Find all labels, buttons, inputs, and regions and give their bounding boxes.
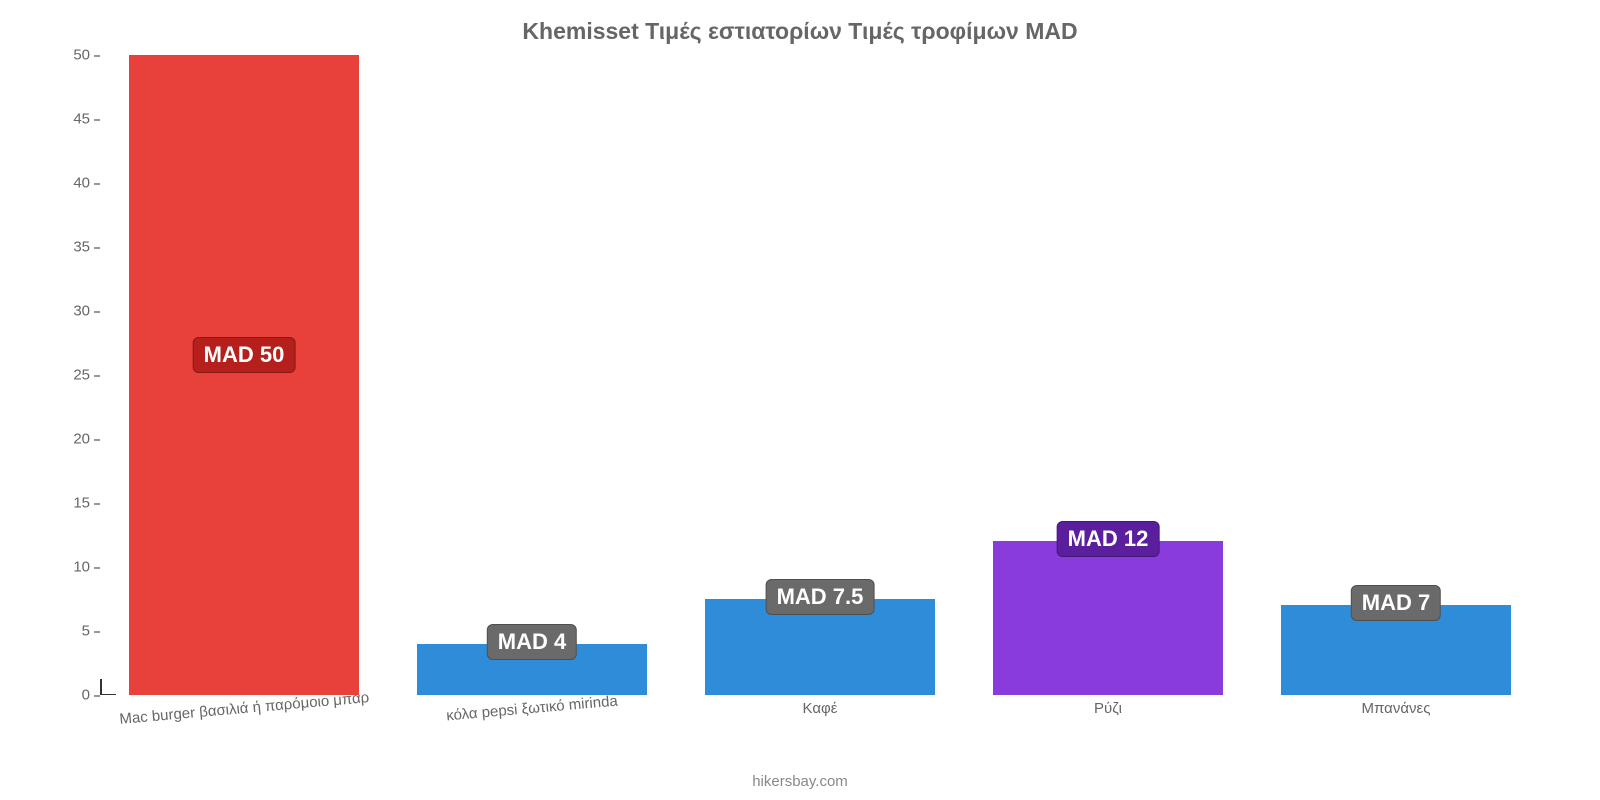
bar: MAD 50	[129, 55, 359, 695]
y-tick: 30	[73, 303, 94, 320]
y-tick-label: 30	[73, 303, 94, 320]
bar: MAD 7.5	[705, 599, 935, 695]
y-tick-label: 35	[73, 239, 94, 256]
x-label-slot: Μπανάνες	[1252, 700, 1540, 717]
y-tick: 45	[73, 111, 94, 128]
y-tick: 0	[82, 687, 94, 704]
y-tick: 5	[82, 623, 94, 640]
data-label: MAD 4	[487, 624, 577, 660]
plot-area: 05101520253035404550 MAD 50MAD 4MAD 7.5M…	[100, 55, 1540, 695]
y-tick: 35	[73, 239, 94, 256]
x-axis-label: Καφέ	[803, 700, 838, 717]
bar-slot: MAD 4	[388, 55, 676, 695]
x-label-slot: Καφέ	[676, 700, 964, 717]
bar: MAD 12	[993, 541, 1223, 695]
y-tick-label: 10	[73, 559, 94, 576]
y-tick: 20	[73, 431, 94, 448]
data-label: MAD 7.5	[766, 579, 875, 615]
y-tick: 40	[73, 175, 94, 192]
credit-text: hikersbay.com	[0, 773, 1600, 790]
y-tick-label: 20	[73, 431, 94, 448]
y-tick: 50	[73, 47, 94, 64]
bar-slot: MAD 7.5	[676, 55, 964, 695]
bar-slot: MAD 7	[1252, 55, 1540, 695]
y-tick: 25	[73, 367, 94, 384]
y-tick-label: 15	[73, 495, 94, 512]
bar: MAD 7	[1281, 605, 1511, 695]
x-axis-label: κόλα pepsi ξωτικό mirinda	[446, 693, 619, 725]
x-label-slot: Mac burger βασιλιά ή παρόμοιο μπαρ	[100, 700, 388, 717]
data-label: MAD 12	[1057, 521, 1160, 557]
y-tick: 15	[73, 495, 94, 512]
data-label: MAD 7	[1351, 585, 1441, 621]
data-label: MAD 50	[193, 337, 296, 373]
bars-area: MAD 50 MAD 4 MAD 7.5 MAD 12 MAD 7	[100, 55, 1540, 695]
y-tick-label: 50	[73, 47, 94, 64]
bar-slot: MAD 50	[100, 55, 388, 695]
x-label-slot: Ρύζι	[964, 700, 1252, 717]
x-label-slot: κόλα pepsi ξωτικό mirinda	[388, 700, 676, 717]
y-tick-label: 0	[82, 687, 94, 704]
bar-slot: MAD 12	[964, 55, 1252, 695]
y-tick-label: 5	[82, 623, 94, 640]
bar: MAD 4	[417, 644, 647, 695]
x-axis-label: Μπανάνες	[1362, 700, 1431, 717]
y-tick-label: 45	[73, 111, 94, 128]
y-tick-label: 40	[73, 175, 94, 192]
price-bar-chart: Khemisset Τιμές εστιατορίων Τιμές τροφίμ…	[0, 0, 1600, 800]
y-tick-label: 25	[73, 367, 94, 384]
chart-title: Khemisset Τιμές εστιατορίων Τιμές τροφίμ…	[0, 18, 1600, 45]
x-axis-labels: Mac burger βασιλιά ή παρόμοιο μπαρκόλα p…	[100, 700, 1540, 717]
y-tick: 10	[73, 559, 94, 576]
x-axis-label: Ρύζι	[1094, 700, 1122, 717]
